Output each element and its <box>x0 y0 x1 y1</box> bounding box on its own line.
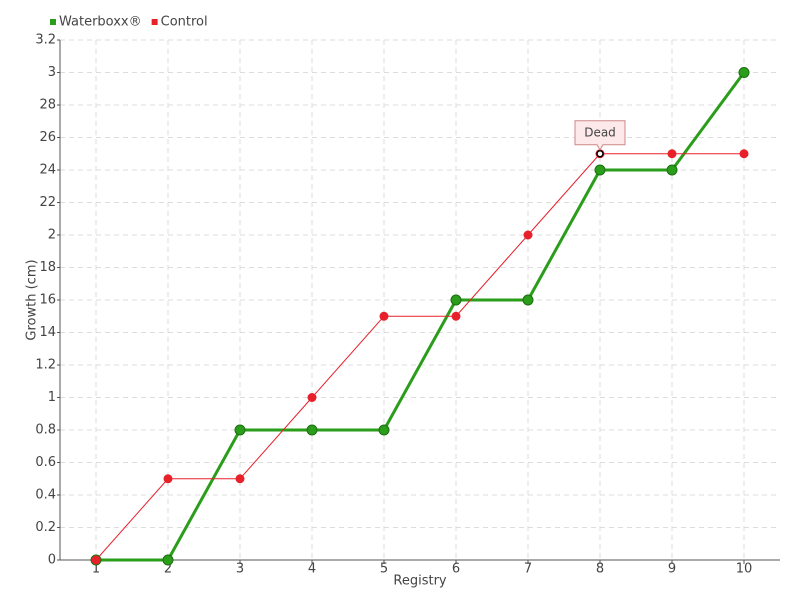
y-axis-label: Growth (cm) <box>25 259 40 340</box>
x-tick-label: 8 <box>596 562 604 577</box>
annotation-box <box>574 120 626 151</box>
legend-swatch <box>50 19 56 25</box>
y-tick-label: 0.6 <box>35 455 56 470</box>
y-tick-label: 1 <box>48 390 56 405</box>
point <box>234 424 246 436</box>
x-tick-label: 6 <box>452 562 460 577</box>
y-tick-label: 1.2 <box>35 358 56 373</box>
point <box>594 164 606 176</box>
point <box>522 294 534 306</box>
legend-swatch <box>151 19 158 25</box>
point <box>451 311 461 321</box>
y-tick-label: 14 <box>39 325 56 340</box>
y-tick-label: 0 <box>48 553 56 568</box>
y-tick-label: 3.2 <box>35 33 56 48</box>
point <box>738 67 750 78</box>
x-tick-label: 9 <box>668 562 676 577</box>
y-tick-label: 24 <box>39 163 56 178</box>
series-line <box>95 153 744 561</box>
point <box>91 555 101 565</box>
y-tick-label: 0.2 <box>35 520 56 535</box>
y-tick-label: 16 <box>39 293 56 308</box>
y-tick-label: 3 <box>48 65 56 80</box>
point <box>306 424 318 436</box>
point <box>523 230 533 240</box>
y-tick-label: 0.8 <box>35 423 56 438</box>
point <box>235 474 245 484</box>
point <box>450 294 462 306</box>
x-axis-label: Registry <box>393 574 447 589</box>
point <box>666 164 678 176</box>
point <box>307 393 317 402</box>
x-tick-label: 2 <box>164 562 172 577</box>
annotation-point <box>596 150 604 158</box>
y-tick-label: 22 <box>39 195 56 210</box>
point <box>667 149 677 159</box>
y-tick-label: 28 <box>39 98 56 113</box>
legend-label: Waterboxx® <box>59 15 142 30</box>
y-tick-label: 18 <box>39 260 56 275</box>
series-line <box>96 71 746 562</box>
x-tick-label: 7 <box>524 562 532 577</box>
point <box>162 554 174 566</box>
annotation-text: Dead <box>584 125 616 139</box>
y-tick-label: 26 <box>39 130 56 145</box>
x-tick-label: 1 <box>92 562 100 577</box>
x-tick-label: 5 <box>380 562 388 577</box>
point <box>739 149 749 159</box>
y-tick-label: 0.4 <box>35 488 56 503</box>
legend-label: Control <box>161 15 208 30</box>
y-tick-label: 2 <box>48 228 56 243</box>
point <box>163 474 173 484</box>
point <box>379 311 389 321</box>
x-tick-label: 10 <box>736 562 753 577</box>
x-tick-label: 4 <box>308 562 316 577</box>
x-tick-label: 3 <box>236 562 244 577</box>
point <box>378 424 390 436</box>
